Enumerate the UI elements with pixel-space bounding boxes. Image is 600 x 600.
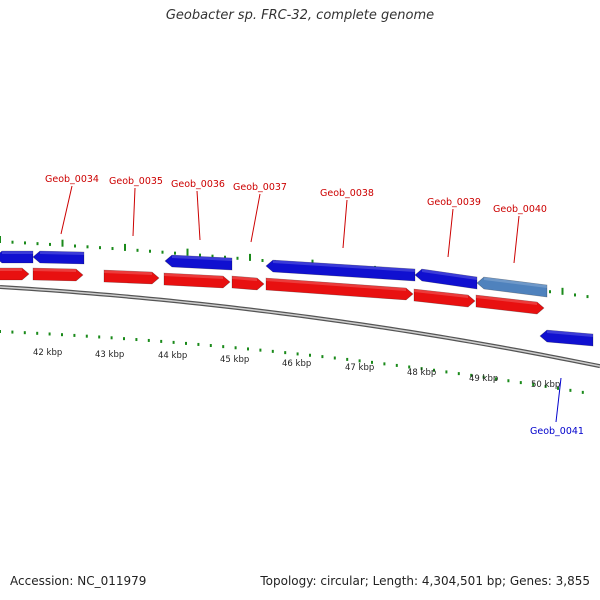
gene-label: Geob_0040 bbox=[493, 204, 547, 215]
forward-gene-sheen bbox=[40, 251, 84, 255]
gene-leader-line bbox=[555, 377, 562, 423]
gene-leader-line bbox=[250, 193, 261, 243]
reverse-gene-sheen bbox=[104, 270, 152, 275]
forward-gene-highlight bbox=[476, 276, 548, 298]
gene-label: Geob_0038 bbox=[320, 188, 374, 199]
kbp-label: 50 kbp bbox=[531, 380, 560, 390]
genome-title: Geobacter sp. FRC-32, complete genome bbox=[165, 8, 435, 23]
reverse-gene bbox=[103, 269, 160, 285]
genome-summary: Topology: circular; Length: 4,304,501 bp… bbox=[260, 574, 590, 588]
kbp-label: 43 kbp bbox=[95, 350, 124, 360]
gene-label: Geob_0034 bbox=[45, 174, 99, 185]
gene-leader-line bbox=[513, 215, 520, 264]
kbp-label: 48 kbp bbox=[407, 368, 436, 378]
forward-gene bbox=[32, 250, 85, 265]
forward-gene-lower-sheen bbox=[547, 330, 593, 337]
gene-label: Geob_0041 bbox=[530, 426, 584, 437]
gene-label: Geob_0036 bbox=[171, 179, 225, 190]
reverse-gene-sheen bbox=[0, 268, 22, 271]
forward-gene-lower bbox=[539, 329, 594, 347]
forward-gene bbox=[414, 268, 478, 290]
reverse-gene-sheen bbox=[476, 295, 537, 305]
kbp-label: 42 kbp bbox=[33, 348, 62, 358]
forward-gene-sheen bbox=[422, 269, 477, 280]
forward-gene-highlight-sheen bbox=[484, 277, 547, 288]
gene-leader-line bbox=[196, 190, 201, 241]
reverse-gene bbox=[231, 275, 265, 291]
reverse-gene-sheen bbox=[414, 289, 468, 298]
gene-leader-line bbox=[447, 208, 454, 258]
kbp-label: 45 kbp bbox=[220, 355, 249, 365]
reverse-gene bbox=[475, 294, 545, 315]
reverse-gene-sheen bbox=[232, 276, 257, 281]
backbone-highlight bbox=[0, 286, 600, 367]
reverse-gene bbox=[265, 277, 414, 301]
reverse-gene-sheen bbox=[33, 268, 76, 272]
forward-gene-sheen bbox=[273, 260, 415, 272]
kbp-label: 47 kbp bbox=[345, 363, 374, 373]
gene-leader-line bbox=[132, 187, 136, 237]
forward-gene-sheen bbox=[2, 251, 33, 254]
gene-leader-line bbox=[60, 185, 73, 235]
forward-gene bbox=[0, 250, 34, 264]
reverse-gene bbox=[0, 267, 30, 281]
forward-gene bbox=[265, 259, 416, 282]
accession-text: Accession: NC_011979 bbox=[10, 574, 147, 588]
reverse-gene-sheen bbox=[266, 278, 406, 291]
forward-gene-sheen bbox=[172, 255, 232, 261]
gene-label: Geob_0035 bbox=[109, 176, 163, 187]
reverse-gene-sheen bbox=[164, 273, 223, 279]
forward-gene bbox=[164, 254, 233, 271]
reverse-gene bbox=[32, 267, 84, 282]
reverse-gene bbox=[413, 288, 476, 308]
kbp-label: 44 kbp bbox=[158, 351, 187, 361]
gene-leader-line bbox=[342, 199, 348, 249]
kbp-label: 46 kbp bbox=[282, 359, 311, 369]
kbp-label: 49 kbp bbox=[469, 374, 498, 384]
reverse-gene bbox=[163, 272, 231, 289]
gene-label: Geob_0039 bbox=[427, 197, 481, 208]
gene-label: Geob_0037 bbox=[233, 182, 287, 193]
